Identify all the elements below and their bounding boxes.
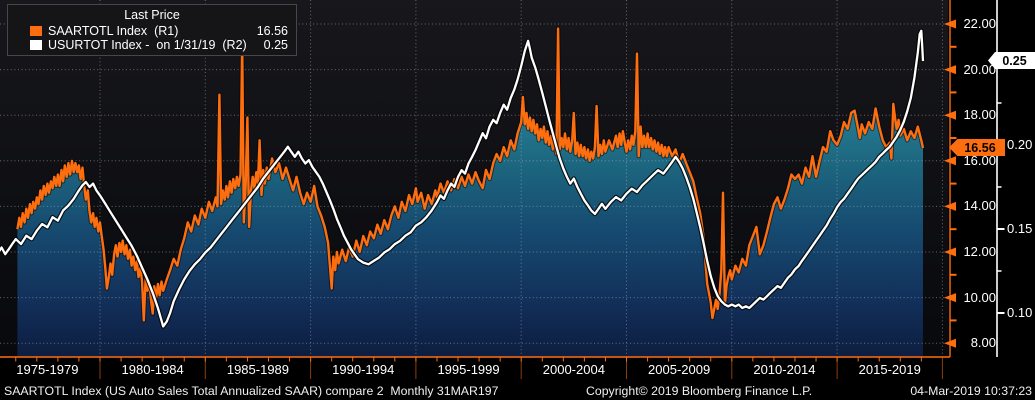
timestamp-text: 04-Mar-2019 10:37:23 [910, 384, 1032, 398]
saartotl-last-price-badge: 16.56 [949, 139, 1005, 156]
usurtot-series-label: USURTOT Index - on 1/31/19 (R2) [48, 37, 247, 52]
chart-description-text: SAARTOTL Index (US Auto Sales Total Annu… [4, 384, 499, 398]
saartotl-series-swatch-icon [30, 25, 42, 36]
saartotl-last-price-value: 16.56 [256, 23, 288, 38]
chart-legend[interactable]: Last Price SAARTOTL Index (R1) 16.56 USU… [7, 4, 297, 56]
legend-row-saartotl[interactable]: SAARTOTL Index (R1) 16.56 [16, 23, 288, 38]
saartotl-series-label: SAARTOTL Index (R1) [48, 23, 179, 38]
usurtot-last-price-value: 0.25 [263, 37, 288, 52]
usurtot-last-price-badge: 0.25 [988, 52, 1035, 69]
legend-title: Last Price [124, 8, 180, 22]
legend-row-usurtot[interactable]: USURTOT Index - on 1/31/19 (R2) 0.25 [16, 37, 288, 52]
copyright-text: Copyright© 2019 Bloomberg Finance L.P. [586, 384, 813, 398]
usurtot-series-swatch-icon [30, 39, 42, 50]
